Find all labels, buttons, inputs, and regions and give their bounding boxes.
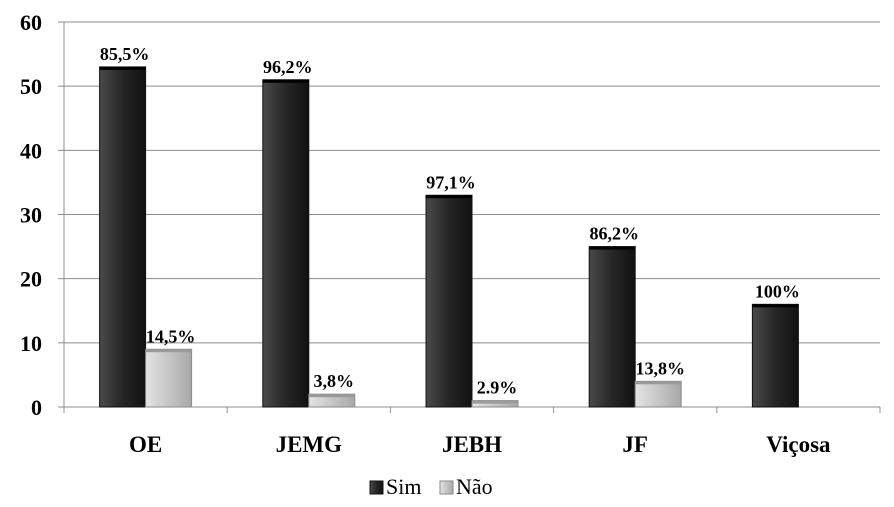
category-label: JF	[622, 432, 648, 457]
y-tick-label: 60	[20, 10, 42, 35]
bar-top-edge	[99, 66, 146, 70]
bar-top-edge	[472, 400, 518, 404]
legend: Sim Não	[369, 474, 493, 499]
bar-não	[145, 348, 193, 408]
bar-top-edge	[145, 349, 192, 353]
legend-swatch-não	[439, 480, 454, 495]
legend-swatch-sim	[369, 480, 384, 495]
y-tick-label: 20	[20, 267, 42, 292]
bar-top-edge	[262, 79, 309, 83]
bar-top-edge	[752, 304, 799, 308]
bar-top-edge	[589, 246, 636, 250]
data-label: 14,5%	[146, 326, 196, 346]
bar-sim	[751, 303, 799, 408]
legend-label-não: Não	[456, 474, 493, 499]
legend-label-sim: Sim	[386, 474, 421, 499]
bars	[99, 66, 799, 408]
bar-top-edge	[635, 381, 682, 385]
bar-sim	[588, 246, 636, 408]
data-label: 100%	[755, 281, 800, 301]
data-label: 86,2%	[589, 224, 639, 244]
data-label: 13,8%	[635, 358, 685, 378]
bar-não	[634, 380, 682, 408]
data-labels: 85,5% 96,2% 97,1% 86,2% 100% 14,5% 3,8% 2.9% 13,…	[100, 44, 800, 398]
category-label: JEMG	[276, 432, 343, 457]
data-label: 97,1%	[426, 172, 476, 192]
data-label: 96,2%	[263, 57, 313, 77]
y-tick-label: 40	[20, 138, 42, 163]
data-label: 85,5%	[100, 44, 150, 64]
bar-top-edge	[308, 394, 355, 398]
y-tick-label: 0	[31, 395, 42, 420]
data-label: 2.9%	[477, 378, 518, 398]
bar-sim	[425, 194, 473, 408]
y-tick-label: 50	[20, 74, 42, 99]
bar-sim	[262, 79, 310, 408]
axes: 0 10 20 30 40 50 60 OE JEMG JEBH JF Viçosa	[20, 10, 881, 457]
bar-top-edge	[426, 195, 472, 199]
category-label: Viçosa	[766, 432, 831, 457]
bar-sim	[99, 66, 147, 408]
category-label: OE	[129, 432, 162, 457]
y-tick-label: 10	[20, 331, 42, 356]
data-label: 3,8%	[314, 371, 355, 391]
category-label: JEBH	[442, 432, 502, 457]
y-tick-label: 30	[20, 203, 42, 228]
